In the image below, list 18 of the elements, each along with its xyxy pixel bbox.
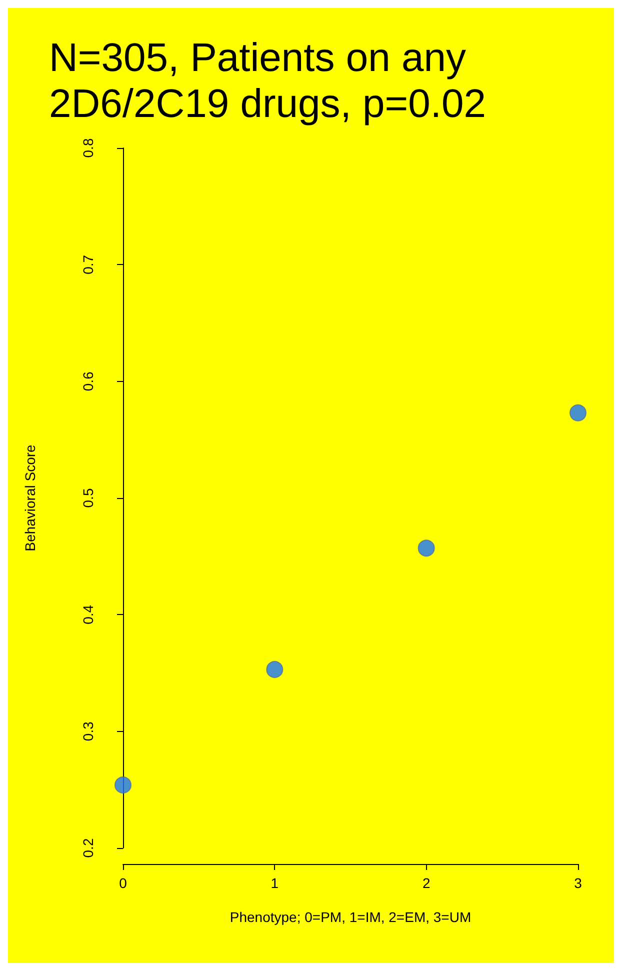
- x-tick-label: 3: [574, 875, 582, 891]
- y-tick-label: 0.3: [80, 721, 96, 742]
- x-tick-label: 2: [422, 875, 430, 891]
- x-tick-label: 0: [119, 875, 128, 891]
- y-tick-label: 0.6: [80, 371, 96, 392]
- y-tick-label: 0.5: [80, 488, 96, 508]
- y-tick-label: 0.8: [80, 138, 96, 158]
- point: [266, 661, 284, 678]
- y-tick-label: 0.2: [80, 838, 96, 858]
- point: [114, 776, 132, 794]
- y-tick-label: 0.7: [80, 254, 96, 274]
- point: [570, 404, 586, 422]
- chart-title: N=305, Patients on any 2D6/2C19 drugs, p=0.02: [49, 36, 486, 126]
- y-axis-title: Behavioral Score: [22, 444, 38, 552]
- y-tick-label: 0.4: [80, 604, 96, 624]
- x-axis-title: Phenotype; 0=PM, 1=IM, 2=EM, 3=UM: [230, 909, 472, 925]
- x-tick-label: 1: [270, 875, 279, 891]
- point: [418, 540, 435, 557]
